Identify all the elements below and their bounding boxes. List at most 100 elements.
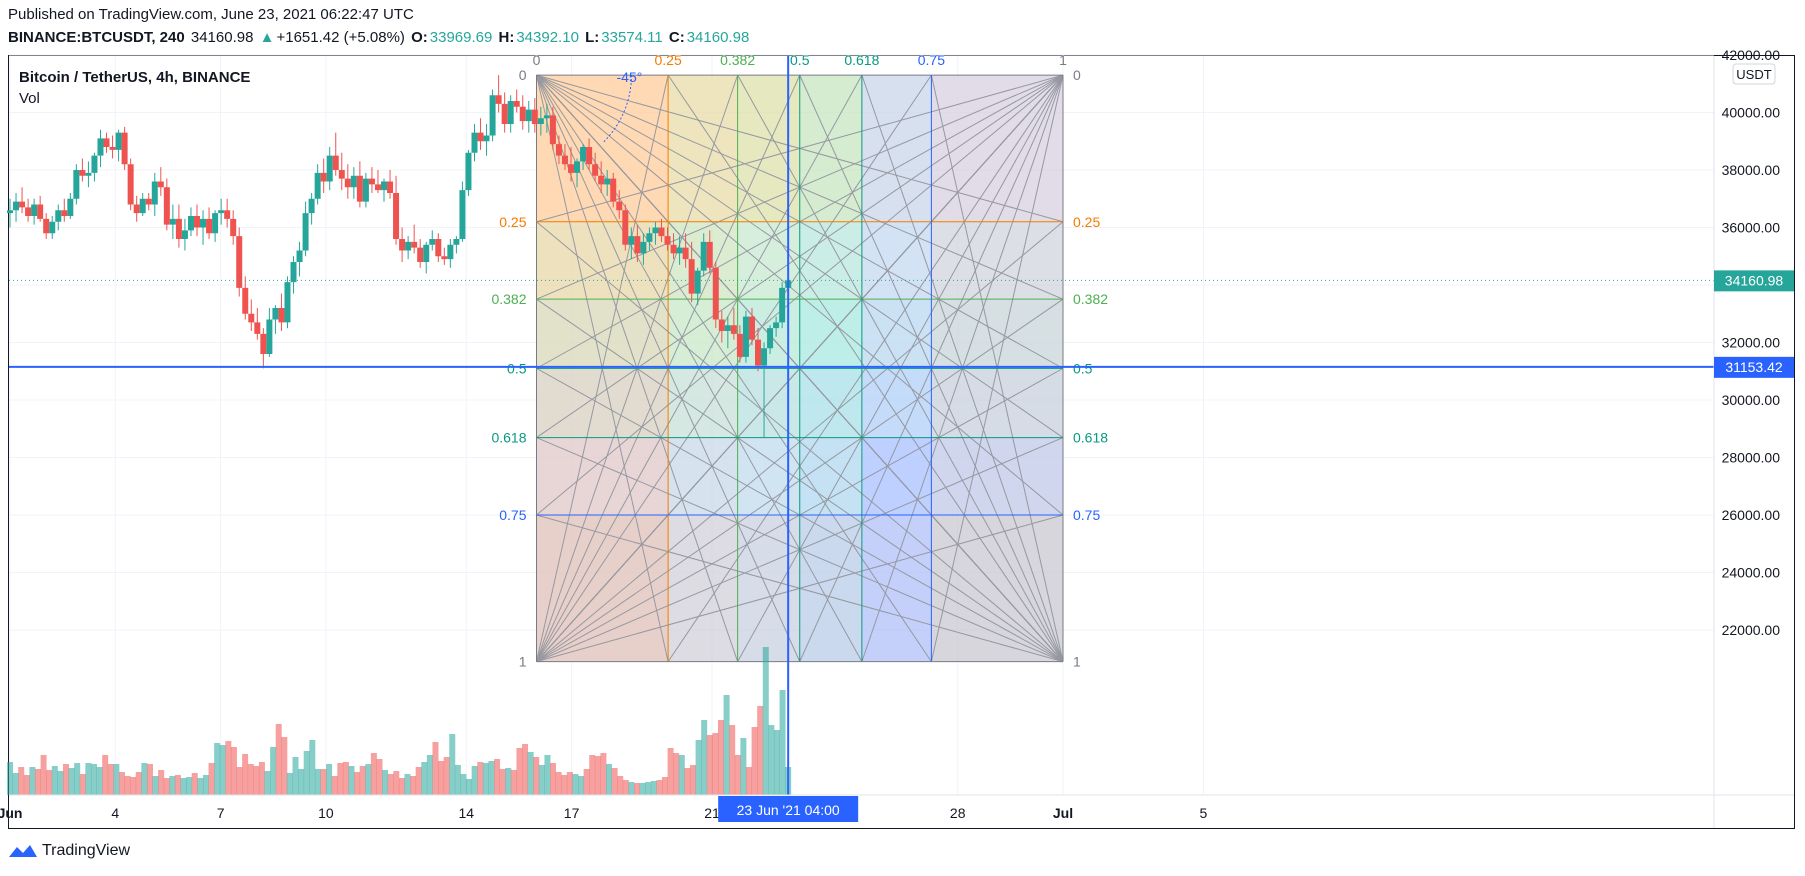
candle-body [236, 236, 243, 288]
candle-body [628, 236, 635, 245]
volume-bar [68, 768, 75, 795]
volume-bar [225, 741, 232, 795]
candle-body [194, 216, 201, 228]
candle-body [103, 138, 110, 147]
volume-bar [286, 773, 293, 795]
candle-body [55, 210, 62, 222]
volume-bar [270, 747, 277, 795]
legend-vol[interactable]: Vol [19, 90, 40, 107]
candle-body [49, 221, 56, 234]
tradingview-logo-icon [9, 845, 37, 857]
volume-bar [606, 764, 613, 795]
volume-bar [634, 783, 641, 795]
volume-bar [382, 770, 389, 795]
x-tick-label: 21 [704, 805, 720, 821]
volume-bar [611, 768, 618, 795]
volume-bar [566, 772, 573, 795]
candle-body [477, 132, 484, 142]
volume-bar [561, 775, 568, 795]
volume-bar [359, 766, 366, 795]
volume-bar [281, 737, 288, 795]
candle-body [31, 204, 38, 216]
gann-cell [737, 515, 800, 662]
high-label: H: [498, 29, 515, 46]
gann-cell [668, 515, 738, 662]
candle-body [706, 241, 713, 268]
y-tick-label: 38000.00 [1722, 162, 1781, 178]
price-change: +1651.42 (+5.08%) [276, 29, 405, 46]
volume-bar [354, 772, 361, 795]
candle-body [326, 155, 333, 182]
candle-body [495, 95, 502, 104]
gann-label-left: 0.382 [491, 291, 526, 307]
candle-body [405, 241, 412, 251]
x-tick-label: 4 [111, 805, 119, 821]
candle-body [290, 262, 297, 283]
candle-body [356, 175, 363, 202]
candle-body [266, 319, 273, 354]
volume-bar [449, 734, 456, 795]
currency-badge [1732, 63, 1776, 85]
change-up-icon: ▲ [259, 29, 275, 46]
volume-bar [236, 767, 243, 795]
volume-bar [712, 733, 719, 795]
candle-body [586, 147, 593, 165]
candle-body [441, 256, 448, 260]
volume-bar [320, 769, 327, 795]
gann-label-top: 0.75 [918, 52, 945, 68]
volume-bar [751, 727, 758, 795]
volume-bar [482, 763, 489, 795]
volume-bar [309, 740, 316, 795]
volume-bar [550, 763, 557, 795]
volume-bar [527, 752, 534, 795]
gann-box [536, 74, 1064, 663]
volume-bar [247, 764, 254, 795]
volume-bar [494, 759, 501, 795]
volume-bar [404, 774, 411, 795]
volume-bar [398, 778, 405, 795]
candle-body [399, 239, 406, 251]
candle-body [332, 155, 339, 170]
legend-title[interactable]: Bitcoin / TetherUS, 4h, BINANCE [19, 69, 251, 86]
candle-body [767, 328, 774, 349]
volume-bar [393, 771, 400, 795]
candle-body [19, 201, 26, 208]
volume-bar [594, 756, 601, 795]
footer-brand[interactable]: TradingView [8, 842, 130, 860]
candle-body [362, 178, 369, 202]
volume-bar [466, 779, 473, 795]
symbol-label[interactable]: BINANCE:BTCUSDT, 240 [8, 29, 185, 46]
candle-body [682, 247, 689, 260]
volume-bar [745, 767, 752, 795]
volume-bar [376, 759, 383, 795]
volume-bar [387, 774, 394, 795]
volume-bar [118, 772, 125, 795]
volume-bar [74, 763, 81, 795]
volume-bar [214, 743, 221, 795]
candle-body [513, 101, 520, 107]
candle-body [525, 109, 532, 122]
x-tick-label: 28 [950, 805, 966, 821]
volume-bar [46, 770, 53, 795]
candle-body [368, 178, 375, 185]
volume-bar [208, 763, 215, 795]
gann-label-right: 0 [1073, 67, 1081, 83]
volume-bar [706, 735, 713, 795]
volume-bar [146, 764, 153, 795]
volume-bar [555, 772, 562, 795]
candle-body [139, 198, 146, 214]
volume-bar [174, 775, 181, 795]
gann-label-left: 0.75 [499, 507, 526, 523]
volume-bar [102, 755, 109, 795]
candle-body [115, 132, 122, 150]
gann-label-top: 0.25 [655, 52, 682, 68]
volume-bar [158, 770, 165, 795]
footer-brand-text: TradingView [42, 842, 131, 859]
candle-body [592, 164, 599, 176]
last-price: 34160.98 [190, 29, 254, 46]
volume-bar [135, 772, 142, 795]
candle-body [664, 236, 671, 245]
candle-body [718, 319, 725, 331]
candle-body [700, 241, 707, 271]
